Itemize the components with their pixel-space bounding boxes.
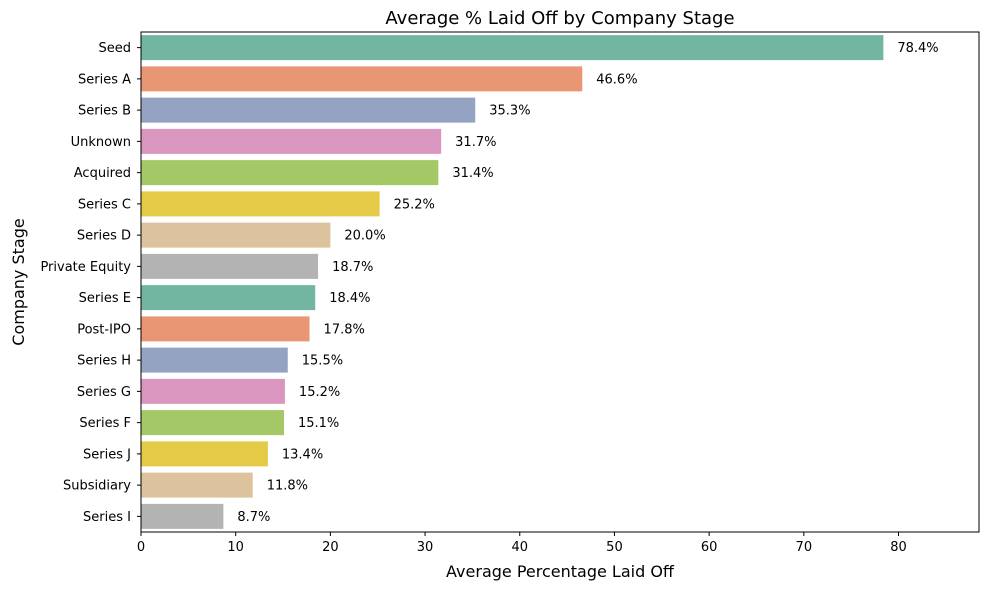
bar [141, 378, 285, 404]
y-tick-label: Series B [78, 104, 131, 119]
y-tick-label: Series A [78, 72, 131, 87]
x-tick-label: 40 [511, 540, 528, 555]
bar [141, 316, 310, 342]
data-label: 31.4% [452, 166, 493, 181]
bar [141, 472, 253, 498]
data-label: 18.4% [329, 291, 370, 306]
bar [141, 97, 476, 123]
y-tick-label: Acquired [74, 166, 131, 181]
y-tick-label: Series F [79, 416, 131, 431]
y-tick-label: Series D [77, 229, 131, 244]
bar [141, 285, 316, 311]
data-label: 8.7% [237, 510, 270, 525]
y-axis-label: Company Stage [9, 218, 28, 345]
y-tick-label: Seed [99, 41, 132, 56]
bar [141, 503, 224, 529]
data-label: 15.1% [298, 416, 339, 431]
x-tick-label: 50 [606, 540, 623, 555]
plot-frame [140, 31, 980, 533]
y-tick-label: Series E [79, 291, 131, 306]
x-tick-label: 60 [701, 540, 718, 555]
y-tick-label: Series J [83, 447, 131, 462]
y-tick-label: Series G [77, 385, 131, 400]
chart-title: Average % Laid Off by Company Stage [385, 8, 734, 29]
bar [141, 410, 284, 436]
bar [141, 35, 884, 61]
y-tick-label: Series I [83, 510, 131, 525]
data-label: 20.0% [344, 229, 385, 244]
x-tick-label: 20 [322, 540, 339, 555]
data-label: 18.7% [332, 260, 373, 275]
x-tick-label: 10 [227, 540, 244, 555]
y-tick-label: Series H [77, 354, 131, 369]
data-label: 13.4% [282, 447, 323, 462]
x-axis-label: Average Percentage Laid Off [446, 562, 675, 581]
data-label: 17.8% [324, 322, 365, 337]
bar [141, 222, 331, 248]
bar [141, 191, 380, 217]
y-tick-label: Unknown [71, 135, 131, 150]
bar [141, 441, 268, 467]
data-label: 31.7% [455, 135, 496, 150]
x-tick-label: 80 [890, 540, 907, 555]
data-label: 15.2% [299, 385, 340, 400]
bar [141, 128, 442, 154]
data-label: 11.8% [267, 479, 308, 494]
x-tick-label: 30 [417, 540, 434, 555]
data-label: 25.2% [394, 197, 435, 212]
data-label: 46.6% [596, 72, 637, 87]
data-label: 35.3% [489, 104, 530, 119]
y-tick-label: Subsidiary [63, 479, 131, 494]
y-tick-label: Private Equity [40, 260, 131, 275]
y-tick-label: Post-IPO [77, 322, 131, 337]
bar [141, 160, 439, 186]
bar [141, 253, 319, 279]
y-tick-label: Series C [78, 197, 131, 212]
data-label: 15.5% [302, 354, 343, 369]
bar [141, 347, 288, 373]
x-tick-label: 70 [796, 540, 813, 555]
x-tick-label: 0 [137, 540, 145, 555]
data-label: 78.4% [897, 41, 938, 56]
bar [141, 66, 583, 92]
